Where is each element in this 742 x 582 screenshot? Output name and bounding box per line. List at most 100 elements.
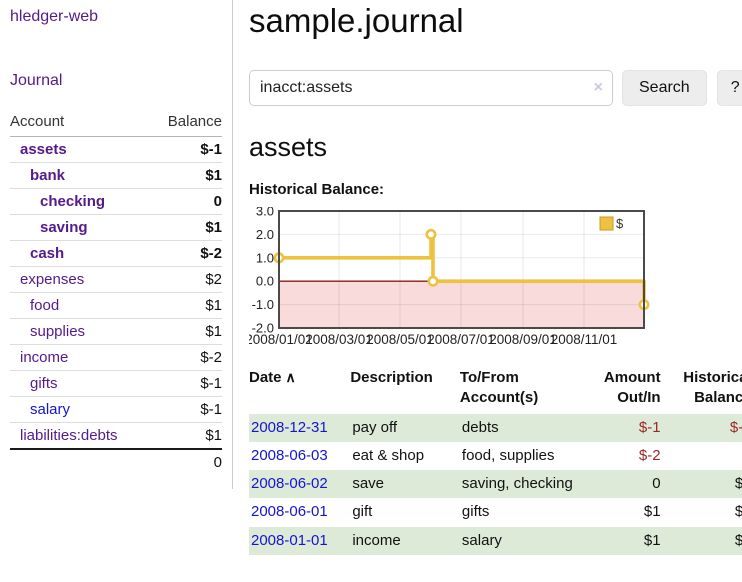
svg-text:1.0: 1.0 bbox=[256, 250, 274, 265]
sort-ascending-icon: ∧ bbox=[285, 369, 296, 385]
svg-text:2008/01/01: 2008/01/01 bbox=[249, 332, 313, 347]
transaction-date-link[interactable]: 2008-12-31 bbox=[251, 418, 328, 436]
transaction-amount-cell: $1 bbox=[643, 503, 661, 521]
account-row: expenses $2 bbox=[10, 266, 222, 293]
account-balance-value: $-2 bbox=[150, 344, 222, 371]
sidebar-account-link[interactable]: assets bbox=[20, 141, 67, 158]
balance-column-header: Historical Balance bbox=[683, 369, 742, 407]
account-balance-value: $-1 bbox=[200, 141, 222, 158]
sidebar-account-link[interactable]: gifts bbox=[30, 375, 58, 392]
account-row: cash $-2 bbox=[10, 240, 222, 267]
search-button[interactable]: Search bbox=[622, 70, 707, 106]
chart-legend-label: $ bbox=[616, 216, 624, 231]
account-balance-value: $1 bbox=[150, 318, 222, 345]
accounts-column-header: To/From Account(s) bbox=[459, 369, 539, 407]
transaction-date-cell: 2008-01-01 bbox=[249, 526, 351, 555]
svg-text:0.0: 0.0 bbox=[256, 274, 274, 289]
account-total-row: 0 bbox=[10, 448, 222, 475]
clear-search-icon[interactable]: × bbox=[593, 79, 603, 96]
chart-title: Historical Balance: bbox=[249, 181, 385, 198]
transaction-accounts-cell: debts bbox=[459, 413, 582, 442]
sidebar-account-link[interactable]: bank bbox=[30, 167, 66, 184]
account-heading: assets bbox=[249, 132, 328, 162]
account-column-header: Account bbox=[10, 110, 151, 137]
historical-balance-chart: $3.0 2.0 1.0 0.0 -1.0 -2.0 2008/01/01 2008/03/0… bbox=[245, 204, 742, 351]
account-balance-value: $1 bbox=[150, 214, 222, 241]
register-row: 2008-06-01 gift gifts $1 $2 bbox=[249, 498, 742, 526]
account-balance-value: $1 bbox=[150, 162, 222, 189]
account-balance-value: $2 bbox=[150, 266, 222, 293]
register-header-row: Date ∧ Description To/From Account(s) Amo… bbox=[249, 365, 742, 414]
app-brand-link[interactable]: hledger-web bbox=[10, 8, 99, 25]
svg-text:-1.0: -1.0 bbox=[252, 297, 274, 312]
transaction-description-cell: save bbox=[350, 470, 460, 499]
transaction-date-link[interactable]: 2008-01-01 bbox=[251, 531, 328, 549]
sidebar-account-link[interactable]: cash bbox=[30, 245, 65, 262]
transaction-date-link[interactable]: 2008-06-02 bbox=[251, 475, 328, 492]
transaction-balance-cell: $2 bbox=[734, 503, 742, 521]
transaction-date-link[interactable]: 2008-06-03 bbox=[251, 446, 328, 464]
transaction-description-cell: income bbox=[350, 526, 460, 555]
account-balance-value: $-1 bbox=[150, 396, 222, 423]
balance-column-header: Balance bbox=[150, 110, 222, 137]
transaction-date-cell: 2008-06-03 bbox=[249, 442, 350, 470]
transaction-balance-cell: $1 bbox=[662, 526, 742, 555]
app-layout: hledger-web Journal Account Balance asse… bbox=[10, 0, 742, 555]
chart-canvas: $3.0 2.0 1.0 0.0 -1.0 -2.02008/01/012008/03/0… bbox=[245, 204, 650, 347]
svg-text:2008/11/01: 2008/11/01 bbox=[551, 332, 618, 347]
sidebar-account-link[interactable]: liabilities:debts bbox=[20, 427, 118, 444]
svg-text:2008/03/01: 2008/03/01 bbox=[305, 332, 373, 347]
transaction-accounts-cell: food, supplies bbox=[461, 446, 555, 464]
account-row: bank $1 bbox=[10, 162, 222, 189]
transaction-balance-cell: $-1 bbox=[662, 413, 742, 442]
transaction-description-cell: gift bbox=[352, 503, 373, 521]
account-balance-value: $-1 bbox=[150, 370, 222, 397]
register-row: 2008-06-03 eat & shop food, supplies $-20 bbox=[249, 442, 742, 470]
sidebar-account-link[interactable]: supplies bbox=[30, 323, 86, 340]
account-row: supplies $1 bbox=[10, 318, 222, 345]
transaction-amount-cell: $-2 bbox=[638, 446, 661, 464]
svg-text:-2.0: -2.0 bbox=[252, 321, 274, 336]
account-balance-value: $1 bbox=[150, 292, 222, 319]
account-balance-table: Account Balance assets $-1 bank $1 checking 0… bbox=[10, 110, 222, 475]
date-column-header[interactable]: Date ∧ bbox=[249, 369, 296, 386]
transaction-balance-cell: $2 bbox=[662, 470, 742, 499]
sidebar-account-link[interactable]: salary bbox=[30, 401, 71, 418]
account-row: gifts $-1 bbox=[10, 370, 222, 397]
account-balance-value: 0 bbox=[150, 188, 222, 215]
transaction-date-cell: 2008-12-31 bbox=[249, 413, 351, 442]
sidebar-account-link[interactable]: food bbox=[30, 297, 60, 314]
transaction-date-cell: 2008-06-02 bbox=[249, 470, 351, 499]
svg-text:3.0: 3.0 bbox=[256, 207, 274, 219]
help-button[interactable]: ? bbox=[716, 70, 742, 106]
transaction-amount-cell: 0 bbox=[581, 470, 663, 499]
account-balance-value: $-2 bbox=[150, 240, 222, 267]
account-row: saving $1 bbox=[10, 214, 222, 241]
sidebar-item-journal[interactable]: Journal bbox=[10, 72, 63, 89]
transaction-description-cell: eat & shop bbox=[352, 446, 425, 464]
svg-text:2008/05/01: 2008/05/01 bbox=[366, 332, 434, 347]
sidebar-account-link[interactable]: expenses bbox=[20, 271, 85, 288]
svg-text:2008/09/01: 2008/09/01 bbox=[489, 332, 557, 347]
search-input[interactable] bbox=[249, 70, 613, 106]
account-total-value: 0 bbox=[150, 448, 222, 475]
transaction-amount-cell: $1 bbox=[581, 526, 663, 555]
sidebar-account-link[interactable]: income bbox=[20, 349, 69, 366]
transaction-balance-cell: 0 bbox=[663, 442, 742, 470]
sidebar-account-link[interactable]: saving bbox=[40, 219, 88, 236]
register-table: Date ∧ Description To/From Account(s) Amo… bbox=[249, 365, 742, 555]
transaction-accounts-cell: salary bbox=[459, 526, 582, 555]
page-title: sample.journal bbox=[249, 2, 464, 39]
description-column-header: Description bbox=[350, 369, 433, 386]
transaction-date-link[interactable]: 2008-06-01 bbox=[251, 503, 328, 521]
account-row: assets $-1 bbox=[10, 137, 222, 163]
account-balance-value: $1 bbox=[150, 422, 222, 449]
transaction-accounts-cell: saving, checking bbox=[459, 470, 582, 499]
sidebar-account-link[interactable]: checking bbox=[40, 193, 106, 210]
main-content: sample.journal × Search ? assets Histori… bbox=[233, 0, 742, 555]
svg-text:2.0: 2.0 bbox=[256, 227, 274, 242]
amount-column-header: Amount Out/In bbox=[603, 369, 661, 407]
svg-text:2008/07/01: 2008/07/01 bbox=[427, 332, 495, 347]
